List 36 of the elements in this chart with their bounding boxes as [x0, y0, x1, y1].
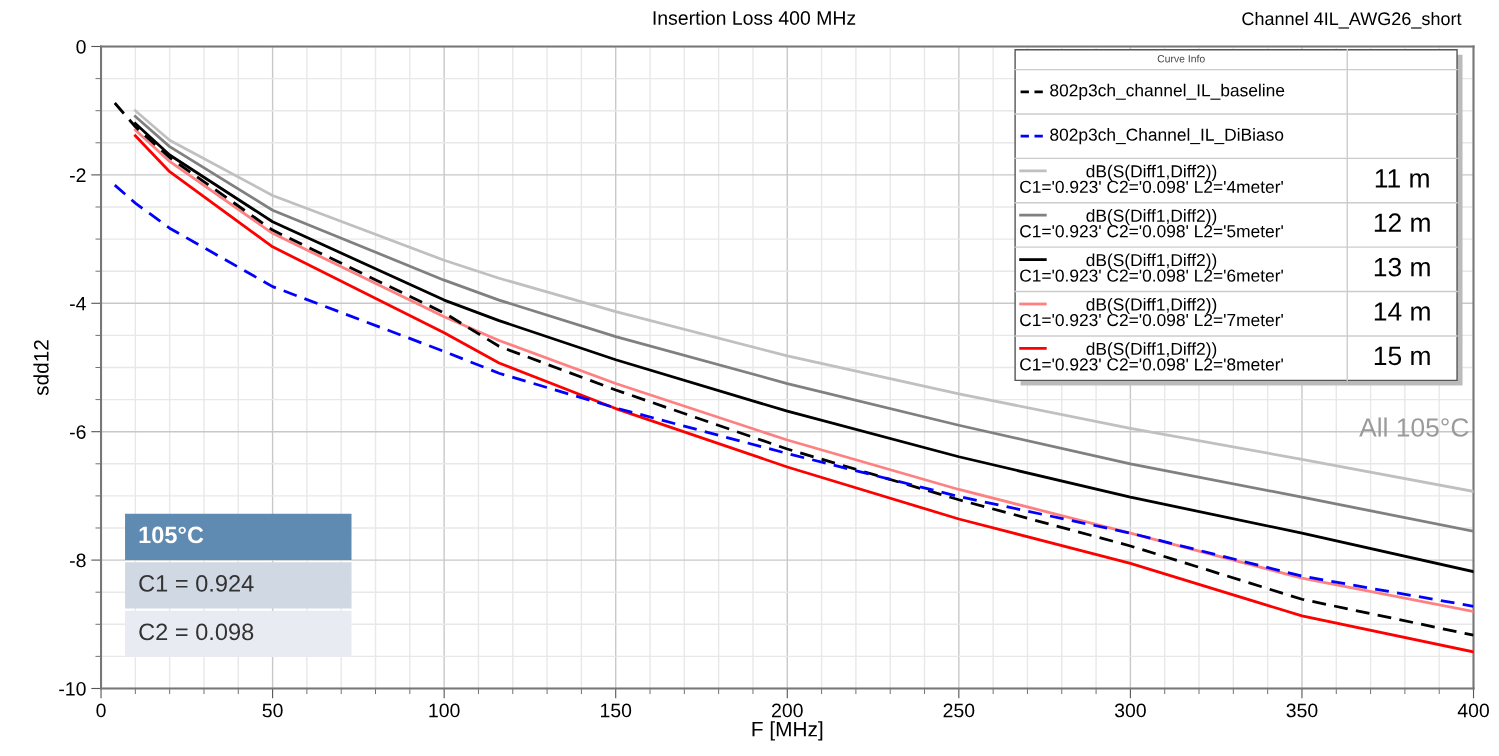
y-tick-label: -10: [59, 681, 86, 696]
x-tick-label: 300: [1114, 703, 1146, 718]
annotation: 14 m: [1374, 302, 1430, 321]
annotation: All 105°C: [1359, 417, 1469, 437]
x-axis-title: F [MHz]: [752, 721, 823, 741]
legend-label: dB(S(Diff1,Diff2)) C1='0.923' C2='0.098' L2='7meter': [1020, 297, 1283, 327]
y-tick-label: -8: [70, 553, 86, 568]
x-tick-label: 250: [943, 703, 975, 718]
y-axis-title: sdd12: [33, 340, 49, 396]
annotation: C1 = 0.924: [139, 575, 254, 592]
legend-label: dB(S(Diff1,Diff2)) C1='0.923' C2='0.098' L2='6meter': [1020, 253, 1283, 282]
x-tick-label: 350: [1286, 703, 1318, 718]
annotation: 105°C: [139, 526, 204, 544]
legend-label: dB(S(Diff1,Diff2)) C1='0.923' C2='0.098' L2='4meter': [1020, 164, 1283, 194]
annotation: 15 m: [1374, 346, 1430, 366]
annotation: C2 = 0.098: [139, 623, 254, 641]
x-tick-label: 50: [262, 703, 283, 718]
y-tick-label: -4: [70, 296, 86, 311]
y-tick-label: 0: [76, 39, 86, 54]
annotation: 11 m: [1375, 169, 1429, 188]
legend-title: Curve Info: [1157, 54, 1205, 63]
legend-label: dB(S(Diff1,Diff2)) C1='0.923' C2='0.098' L2='5meter': [1020, 209, 1283, 238]
x-tick-label: 100: [429, 703, 460, 718]
annotation: 12 m: [1374, 213, 1430, 232]
legend-label: 802p3ch_channel_IL_baseline: [1050, 83, 1285, 100]
x-tick-label: 400: [1457, 703, 1489, 718]
annotation: 13 m: [1374, 257, 1430, 277]
x-tick-label: 150: [600, 703, 632, 718]
x-tick-label: 0: [96, 703, 106, 718]
y-tick-label: -6: [70, 425, 86, 439]
legend-label: dB(S(Diff1,Diff2)) C1='0.923' C2='0.098' L2='8meter': [1020, 342, 1283, 371]
chart-title: Insertion Loss 400 MHz: [653, 10, 856, 25]
x-tick-label: 200: [772, 703, 803, 718]
chart-subtitle: Channel 4IL_AWG26_short: [1242, 11, 1462, 29]
legend-label: 802p3ch_Channel_IL_DiBiaso: [1050, 128, 1284, 145]
y-tick-label: -2: [70, 168, 86, 182]
